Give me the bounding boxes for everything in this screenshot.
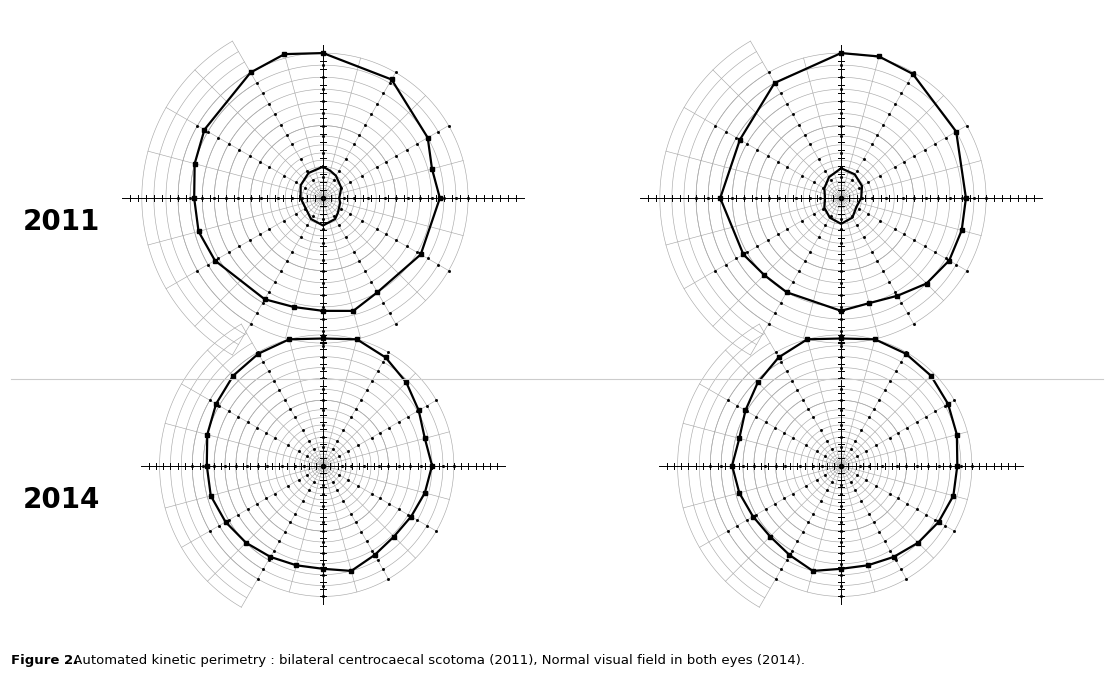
Text: Automated kinetic perimetry : bilateral centrocaecal scotoma (2011), Normal visu: Automated kinetic perimetry : bilateral …: [69, 654, 805, 667]
Text: 2011: 2011: [22, 208, 99, 236]
Text: Figure 2.: Figure 2.: [11, 654, 78, 667]
Text: 2014: 2014: [22, 486, 99, 514]
